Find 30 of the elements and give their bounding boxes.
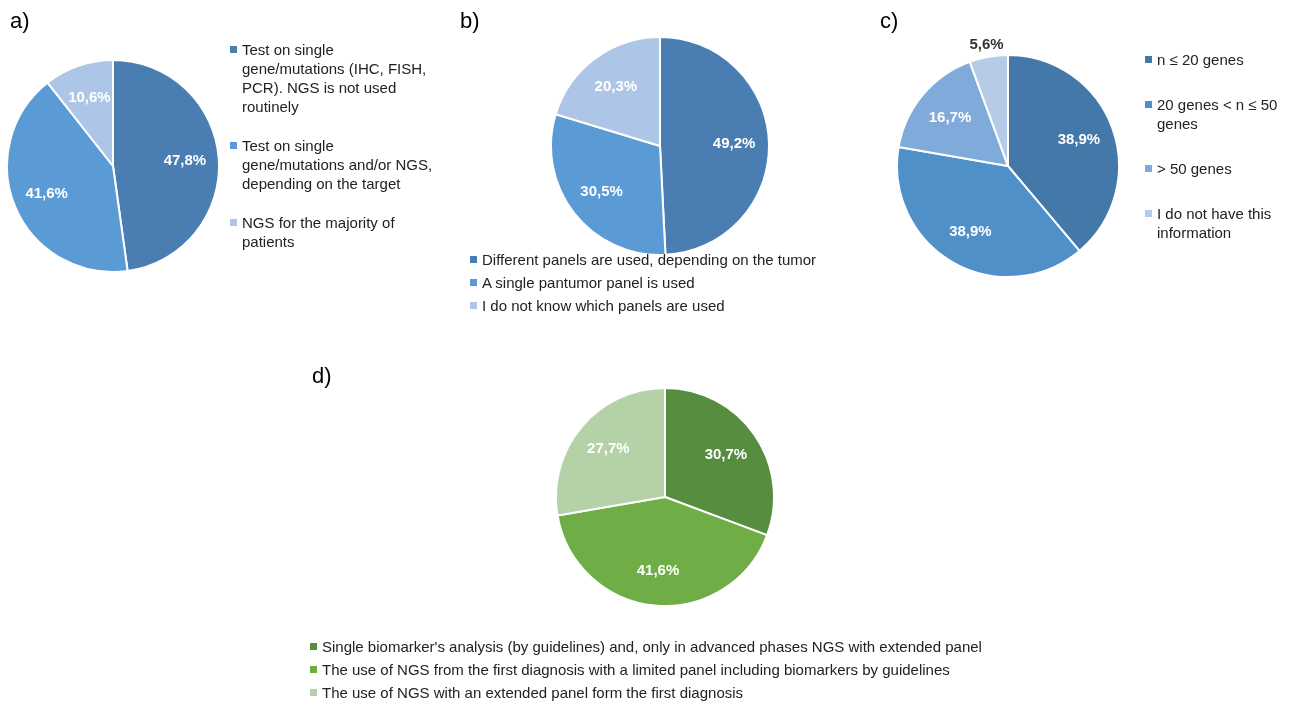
data-label: 16,7% <box>928 107 972 125</box>
chart-title: c) <box>880 8 899 34</box>
legend-label: Single biomarker's analysis (by guidelines) and, only in advanced phases NGS with extended panel <box>322 637 982 656</box>
chart-title: b) <box>460 8 480 34</box>
data-label: 38,9% <box>949 221 992 239</box>
legend-label: I do not have this information <box>1157 204 1273 242</box>
chart-title: a) <box>10 8 30 34</box>
data-label: 38,9% <box>1057 130 1101 148</box>
data-label: 27,7% <box>587 439 630 457</box>
data-label: 5,6% <box>969 35 1004 53</box>
legend-label: Different panels are used, depending on the tumor <box>482 250 817 269</box>
legend-label: The use of NGS from the first diagnosis with a limited panel including biomarkers by guidelines <box>322 660 950 679</box>
data-label: 20,3% <box>594 76 638 94</box>
data-label: 10,6% <box>68 88 111 106</box>
legend-label: > 50 genes <box>1157 159 1232 178</box>
legend-label: n ≤ 20 genes <box>1157 50 1244 69</box>
legend-label: 20 genes < n ≤ 50 genes <box>1157 95 1279 133</box>
data-label: 30,5% <box>580 181 623 199</box>
legend-label: I do not know which panels are used <box>482 296 725 315</box>
data-label: 41,6% <box>25 184 68 202</box>
legend-label: Test on single gene/mutations and/or NGS, depending on the target <box>242 136 434 193</box>
legend-label: The use of NGS with an extended panel form the first diagnosis <box>322 683 744 702</box>
data-label: 30,7% <box>704 444 748 462</box>
data-label: 41,6% <box>636 560 680 578</box>
legend-label: A single pantumor panel is used <box>482 273 695 292</box>
data-label: 49,2% <box>712 134 756 152</box>
legend-label: NGS for the majority of patients <box>242 213 396 251</box>
data-label: 47,8% <box>163 151 207 169</box>
chart-title: d) <box>312 363 332 389</box>
legend-label: Test on single gene/mutations (IHC, FISH, PCR). NGS is not used routinely <box>242 40 428 116</box>
